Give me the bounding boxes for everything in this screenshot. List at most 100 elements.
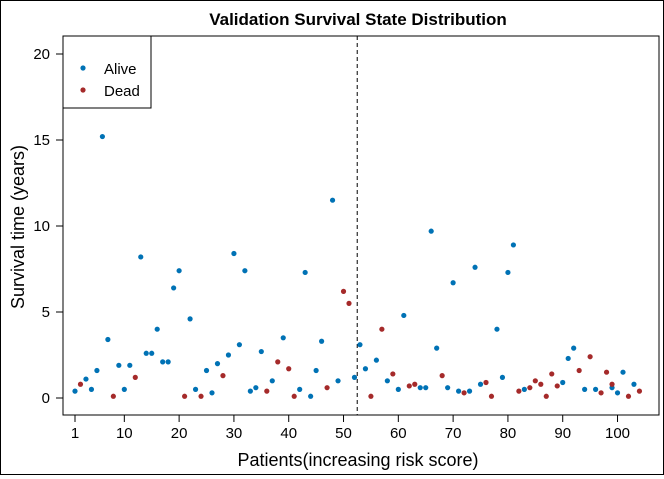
data-point-alive (165, 359, 171, 365)
data-point-alive (423, 385, 429, 391)
y-tick-label: 5 (42, 304, 50, 321)
data-point-alive (499, 374, 506, 380)
data-point-alive (362, 366, 369, 372)
data-point-dead (625, 393, 632, 399)
data-point-dead (182, 393, 188, 399)
data-point-alive (269, 378, 275, 384)
data-point-alive (203, 367, 210, 374)
data-point-alive (472, 264, 478, 270)
data-point-alive (417, 385, 423, 391)
data-point-alive (395, 386, 401, 392)
data-point-alive (280, 335, 286, 341)
data-point-alive (329, 197, 336, 203)
data-point-alive (83, 376, 89, 382)
data-point-dead (340, 288, 347, 294)
data-point-alive (121, 386, 127, 392)
data-point-dead (576, 367, 582, 374)
data-point-dead (264, 388, 270, 394)
data-point-alive (302, 269, 308, 276)
data-point-alive (127, 362, 133, 368)
chart-marks: 1 10 20 30 40 50 60 70 80 90 100 0 5 10 15 20 (33, 36, 643, 442)
x-tick-label: 80 (500, 425, 517, 442)
data-point-alive (401, 312, 407, 319)
data-point-dead (368, 393, 374, 399)
data-point-alive (466, 388, 473, 394)
data-point-alive (620, 369, 626, 375)
data-point-alive (593, 386, 599, 392)
data-point-alive (225, 352, 232, 358)
data-point-alive (209, 390, 215, 396)
data-point-dead (603, 369, 610, 375)
data-point-dead (77, 381, 84, 387)
legend-label-dead: Dead (104, 83, 140, 100)
data-point-alive (160, 359, 166, 365)
data-point-alive (560, 379, 566, 386)
data-point-alive (94, 367, 100, 374)
data-point-alive (171, 285, 177, 291)
data-point-alive (214, 361, 221, 367)
data-point-alive (494, 326, 500, 332)
data-point-dead (390, 371, 396, 377)
data-point-alive (614, 390, 621, 396)
chart-title: Validation Survival State Distribution (209, 10, 507, 29)
y-tick-label: 10 (33, 218, 50, 235)
data-point-dead (554, 383, 560, 389)
data-point-alive (88, 386, 95, 392)
data-point-alive (351, 374, 358, 380)
data-point-alive (477, 381, 484, 387)
data-point-dead (132, 374, 138, 380)
data-point-alive (434, 345, 440, 351)
data-point-alive (582, 386, 588, 392)
data-point-alive (99, 133, 105, 140)
data-point-dead (286, 366, 292, 372)
data-point-alive (373, 357, 379, 363)
x-tick-label: 1 (71, 425, 79, 442)
data-point-dead (538, 381, 544, 387)
data-point-alive (253, 385, 259, 391)
legend-marker-dead (80, 87, 86, 93)
data-point-alive (510, 242, 516, 248)
legend-box (62, 35, 152, 109)
data-point-alive (571, 345, 577, 351)
x-tick-label: 100 (605, 425, 630, 442)
data-point-alive (154, 326, 160, 332)
data-point-dead (412, 381, 418, 387)
x-tick-label: 30 (226, 425, 243, 442)
data-point-alive (297, 386, 303, 392)
data-point-alive (456, 388, 462, 394)
y-tick-label: 0 (42, 390, 50, 407)
data-point-alive (631, 381, 637, 387)
data-point-dead (636, 388, 643, 394)
data-point-alive (319, 338, 325, 344)
x-tick-label: 40 (280, 425, 297, 442)
data-point-dead (516, 388, 522, 394)
data-point-alive (138, 254, 144, 260)
data-point-alive (335, 378, 341, 384)
data-point-alive (72, 388, 78, 394)
data-point-dead (549, 371, 555, 377)
x-axis-label: Patients(increasing risk score) (237, 450, 478, 470)
data-point-alive (116, 362, 122, 368)
data-point-alive (143, 350, 149, 356)
legend-marker-alive (80, 65, 86, 71)
x-tick-label: 70 (445, 425, 462, 442)
x-tick-label: 50 (335, 425, 352, 442)
data-point-dead (461, 390, 467, 396)
data-point-dead (543, 393, 549, 399)
data-point-dead (587, 354, 593, 360)
data-point-alive (521, 386, 527, 392)
data-point-alive (236, 342, 242, 348)
legend-label-alive: Alive (104, 61, 137, 78)
x-tick-label: 60 (390, 425, 407, 442)
data-point-alive (105, 336, 111, 343)
data-point-dead (598, 390, 604, 396)
data-point-dead (110, 393, 116, 399)
data-point-alive (450, 280, 456, 286)
data-point-alive (505, 269, 511, 276)
data-point-dead (198, 393, 204, 399)
x-tick-label: 20 (171, 425, 188, 442)
data-point-dead (324, 385, 330, 391)
data-point-alive (384, 378, 390, 384)
